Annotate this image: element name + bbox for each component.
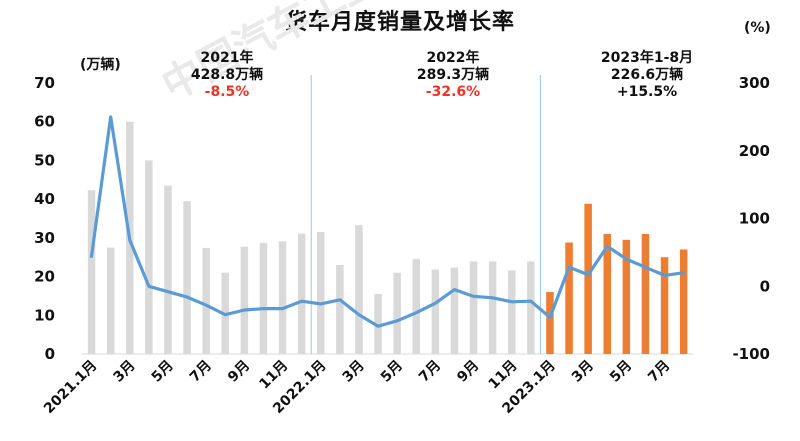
sales-bar <box>450 267 459 354</box>
x-tick-label: 3月 <box>340 358 368 386</box>
annotation-2023-change: +15.5% <box>616 84 678 100</box>
left-axis-unit: (万辆) <box>80 57 121 73</box>
y-left-tick-label: 10 <box>34 306 55 324</box>
sales-bar <box>145 160 153 354</box>
x-tick-label: 7月 <box>645 358 673 386</box>
sales-bar <box>336 264 344 354</box>
sales-bar <box>622 239 631 354</box>
sales-bar <box>469 261 478 354</box>
sales-bar <box>106 247 115 354</box>
sales-bar <box>297 233 306 354</box>
sales-bar <box>660 257 669 354</box>
sales-bar <box>565 242 573 354</box>
x-tick-label: 5月 <box>607 358 635 386</box>
x-tick-label: 3月 <box>569 358 597 386</box>
sales-bar <box>546 292 554 354</box>
right-axis-unit: (%) <box>744 20 771 36</box>
annotation-2021-period: 2021年 <box>200 50 254 66</box>
annotation-2022: 2022年 289.3万辆 -32.6% <box>378 50 528 101</box>
sales-bar <box>431 269 440 354</box>
x-tick-label: 7月 <box>187 358 215 386</box>
x-tick-label: 11月 <box>486 358 521 393</box>
y-right-tick-label: 300 <box>739 74 770 92</box>
sales-bar <box>412 259 420 354</box>
sales-bar <box>278 241 287 354</box>
sales-bar <box>259 242 268 354</box>
x-tick-label: 9月 <box>454 358 482 386</box>
sales-bar <box>202 247 210 354</box>
y-left-tick-label: 50 <box>34 151 55 169</box>
sales-bar <box>355 225 363 354</box>
sales-bar <box>603 233 611 354</box>
annotation-2022-period: 2022年 <box>426 50 480 66</box>
sales-bar <box>240 246 249 354</box>
x-tick-label: 2021.1月 <box>41 358 100 417</box>
sales-bar <box>183 201 191 354</box>
x-tick-label: 5月 <box>378 358 406 386</box>
x-tick-label: 3月 <box>110 358 138 386</box>
sales-bar <box>393 272 401 354</box>
sales-bar <box>508 270 516 354</box>
y-right-tick-label: 200 <box>739 142 770 160</box>
y-left-tick-label: 40 <box>34 190 55 208</box>
sales-bar <box>584 203 592 354</box>
sales-bar <box>679 249 688 354</box>
y-right-tick-label: 0 <box>760 277 770 295</box>
annotation-2023: 2023年1-8月 226.6万辆 +15.5% <box>572 50 722 101</box>
sales-bar <box>641 233 650 354</box>
y-left-tick-label: 20 <box>34 268 55 286</box>
x-tick-label: 5月 <box>149 358 177 386</box>
sales-bar <box>374 293 382 354</box>
y-left-tick-label: 70 <box>34 74 55 92</box>
sales-bar <box>87 190 96 354</box>
x-tick-label: 9月 <box>225 358 253 386</box>
y-left-tick-label: 30 <box>34 229 55 247</box>
sales-bar <box>488 261 497 354</box>
chart-title: 货车月度销量及增长率 <box>284 10 515 35</box>
sales-bar <box>164 185 172 354</box>
annotation-2021-change: -8.5% <box>204 84 250 100</box>
sales-bar <box>527 261 535 354</box>
growth-rate-line <box>89 115 686 328</box>
annotation-2023-period: 2023年1-8月 <box>600 50 694 66</box>
annotation-2022-total: 289.3万辆 <box>416 67 490 83</box>
annotation-2021-total: 428.8万辆 <box>190 67 264 83</box>
sales-bar <box>317 232 325 354</box>
annotation-2023-total: 226.6万辆 <box>610 67 684 83</box>
y-left-tick-label: 60 <box>34 113 55 131</box>
y-right-tick-label: -100 <box>732 345 770 363</box>
y-left-tick-label: 0 <box>45 345 55 363</box>
annotation-2021: 2021年 428.8万辆 -8.5% <box>152 50 302 101</box>
y-right-tick-label: 100 <box>739 210 770 228</box>
x-tick-label: 7月 <box>416 358 444 386</box>
annotation-2022-change: -32.6% <box>425 84 481 100</box>
x-tick-label: 11月 <box>256 358 291 393</box>
